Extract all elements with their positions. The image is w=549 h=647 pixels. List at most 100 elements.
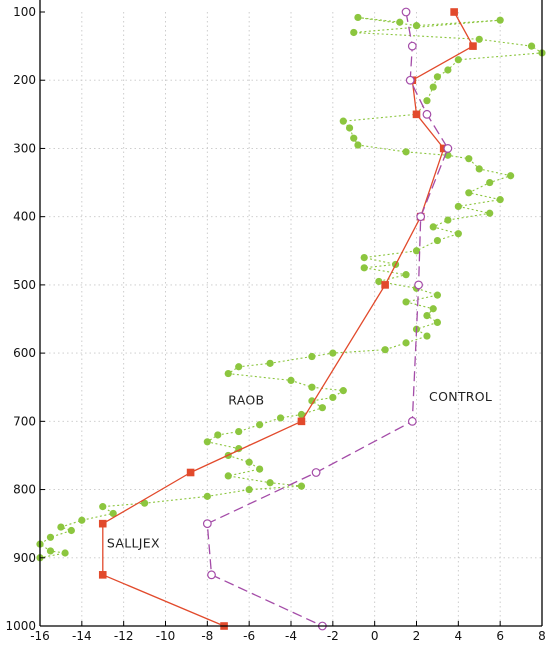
y-tick-label: 1000 [5, 619, 36, 633]
y-tick-label: 100 [13, 5, 36, 19]
raob-point [203, 438, 211, 446]
raob-point [454, 202, 462, 211]
salljex-point [297, 417, 306, 426]
x-tick-label: 6 [496, 629, 504, 643]
raob-point [67, 526, 75, 535]
salljex-point [450, 8, 458, 16]
raob-point [350, 28, 358, 37]
raob-point [245, 485, 253, 494]
raob-point [402, 148, 410, 156]
raob-point [360, 254, 368, 262]
raob-point [99, 503, 107, 511]
raob-point [224, 369, 232, 378]
y-tick-label: 900 [13, 551, 36, 565]
grid-layer [40, 12, 542, 626]
control-point [405, 75, 415, 85]
raob-point [203, 492, 211, 500]
control-point [407, 416, 417, 426]
control-point [207, 570, 216, 580]
raob-point [46, 533, 55, 541]
raob-point [496, 16, 504, 24]
x-tick-label: 2 [413, 629, 421, 643]
y-tick-label: 300 [13, 141, 36, 155]
raob-point [429, 83, 437, 91]
raob-point [423, 97, 431, 105]
y-tick-label: 400 [13, 210, 36, 224]
raob-point [429, 305, 437, 313]
control-point [202, 519, 212, 529]
salljex-point [186, 468, 195, 477]
x-tick-label: -16 [30, 629, 50, 643]
raob-point [78, 516, 86, 524]
raob-point [339, 117, 347, 125]
raob-point [444, 216, 452, 224]
raob-point [433, 73, 442, 81]
raob-point [266, 479, 274, 487]
raob-point [109, 509, 117, 518]
x-tick-label: -10 [156, 629, 176, 643]
control-point [416, 212, 426, 222]
raob-point [396, 18, 404, 26]
control-line [206, 11, 449, 627]
x-tick-label: -14 [72, 629, 92, 643]
raob-point [61, 549, 69, 557]
raob-point [235, 363, 243, 371]
raob-point [57, 523, 65, 531]
x-tick-label: -4 [285, 629, 297, 643]
raob-point [354, 13, 362, 22]
raob-point [496, 196, 504, 204]
raob-point [402, 339, 410, 347]
raob-point [266, 359, 274, 367]
raob-point [402, 271, 410, 279]
x-tick-label: 8 [538, 629, 546, 643]
raob-point [527, 42, 536, 50]
control-point [401, 7, 411, 17]
raob-point [256, 421, 264, 429]
raob-point [507, 172, 515, 180]
raob-point [433, 236, 442, 245]
raob-point [308, 352, 316, 361]
control-point [422, 109, 432, 119]
x-tick-label: -12 [114, 629, 134, 643]
raob-point [475, 165, 483, 173]
raob-point [345, 124, 354, 132]
raob-point [256, 465, 264, 473]
raob-point [46, 547, 55, 555]
raob-point [329, 393, 337, 402]
raob-point [475, 35, 483, 43]
y-tick-label: 700 [13, 414, 36, 428]
raob-point [486, 209, 494, 217]
raob-point [423, 311, 431, 320]
control-point [407, 41, 417, 51]
raob-point [454, 56, 462, 64]
raob-point [329, 349, 337, 357]
control-point [311, 468, 321, 477]
raob-point [375, 277, 383, 286]
series-layer [36, 7, 546, 631]
raob-point [276, 414, 285, 422]
annotation-control: CONTROL [429, 389, 492, 404]
raob-point [354, 141, 362, 149]
raob-point [308, 397, 316, 405]
raob-point [381, 346, 389, 354]
raob-point [465, 155, 473, 163]
raob-point [245, 458, 253, 466]
raob-point [454, 230, 462, 238]
x-tick-label: 0 [371, 629, 379, 643]
y-tick-label: 500 [13, 278, 36, 292]
raob-point [444, 66, 452, 74]
raob-point [429, 223, 437, 231]
raob-point [297, 410, 306, 419]
salljex-point [469, 42, 477, 50]
raob-point [486, 178, 494, 187]
y-tick-label: 800 [13, 483, 36, 497]
x-tick-label: -2 [327, 629, 339, 643]
raob-point [297, 482, 306, 490]
salljex-point [412, 110, 421, 119]
y-tick-label: 600 [13, 346, 36, 360]
raob-point [423, 332, 431, 340]
raob-point [339, 387, 347, 395]
x-tick-label: -6 [243, 629, 255, 643]
